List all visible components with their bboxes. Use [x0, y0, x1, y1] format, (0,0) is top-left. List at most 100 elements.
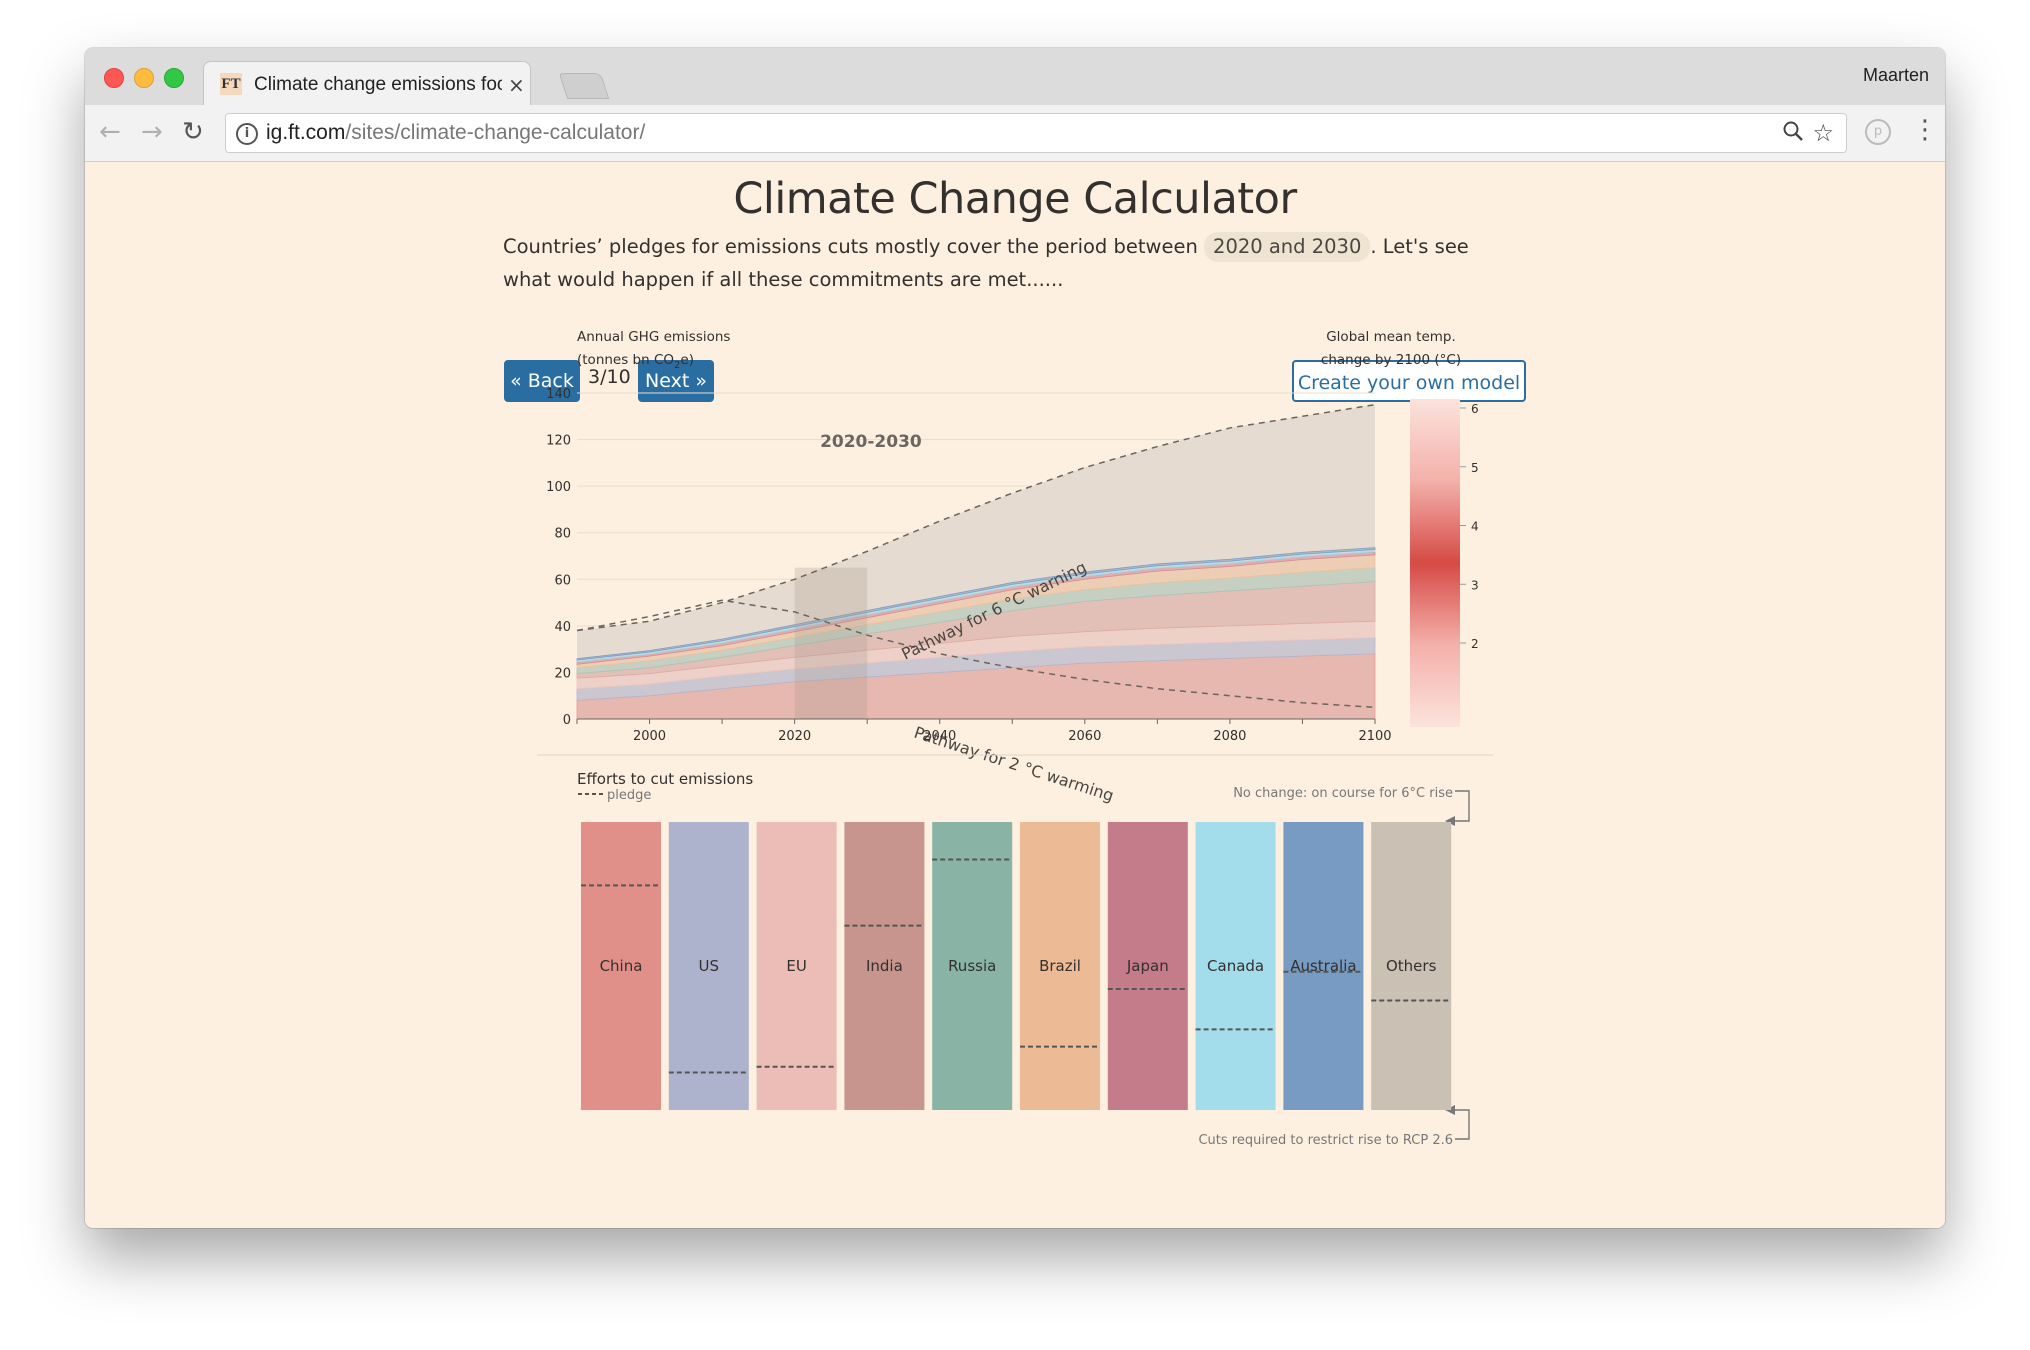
colorbar-tick-label: 2	[1471, 637, 1479, 651]
next-button[interactable]: Next »	[638, 360, 714, 402]
effort-column-eu[interactable]: EU	[756, 822, 837, 1110]
step-counter: 3/10	[588, 366, 631, 388]
new-tab-button[interactable]	[558, 73, 610, 99]
y-tick-label: 20	[554, 666, 571, 681]
pledge-legend-label: pledge	[607, 788, 651, 803]
effort-column-brazil[interactable]: Brazil	[1020, 822, 1100, 1110]
x-tick-label: 2000	[633, 729, 666, 744]
area-chart: Annual GHG emissions (tonnes bn CO2e) 0 20 4…	[546, 329, 1391, 805]
url-host: ig.ft.com	[266, 121, 346, 144]
zoom-icon[interactable]	[1782, 120, 1804, 148]
effort-bar-label: Russia	[948, 957, 996, 975]
info-icon[interactable]: i	[236, 123, 258, 145]
x-tick-label: 2080	[1213, 729, 1246, 744]
effort-bar[interactable]	[581, 822, 661, 1110]
y-tick-label: 40	[554, 620, 571, 635]
close-window-button[interactable]	[104, 68, 124, 88]
colorbar-rect	[1410, 399, 1460, 727]
effort-bar[interactable]	[1371, 822, 1452, 1110]
y-tick-label: 80	[554, 527, 571, 542]
pathway-6c-line	[576, 403, 1376, 632]
emissions-chart: Annual GHG emissions (tonnes bn CO2e) 0 20 4…	[537, 329, 1493, 1148]
effort-bar[interactable]	[1107, 822, 1188, 1110]
effort-column-china[interactable]: China	[581, 822, 661, 1110]
y-axis-unit: (tonnes bn CO2e)	[577, 352, 694, 371]
y-tick-label: 100	[546, 480, 571, 495]
ft-favicon-icon: FT	[220, 73, 242, 95]
colorbar-tick-label: 6	[1471, 402, 1479, 416]
back-arrow-icon[interactable]: ←	[99, 117, 121, 147]
browser-window: FT Climate change emissions foot × Maart…	[85, 48, 1945, 1228]
period-chip[interactable]: 2020 and 2030	[1204, 232, 1371, 262]
colorbar-tick-label: 4	[1471, 520, 1479, 534]
x-tick-label: 2100	[1358, 729, 1391, 744]
tab-title: Climate change emissions foot	[254, 74, 502, 95]
tab-bar: FT Climate change emissions foot × Maart…	[85, 48, 1945, 107]
highlight-band	[794, 567, 868, 719]
colorbar-tick-label: 5	[1471, 461, 1479, 475]
top-bracket	[1453, 790, 1470, 822]
effort-column-canada[interactable]: Canada	[1195, 822, 1276, 1110]
y-tick-label: 60	[554, 573, 571, 588]
back-button[interactable]: « Back	[504, 360, 580, 402]
effort-bar-label: US	[699, 957, 720, 975]
effort-column-others[interactable]: Others	[1371, 822, 1452, 1110]
address-bar[interactable]: i ig.ft.com/sites/climate-change-calcula…	[225, 113, 1847, 153]
effort-bar-label: Japan	[1126, 957, 1169, 975]
top-reference-label: No change: on course for 6°C rise	[1233, 786, 1453, 801]
colorbar-title: Global mean temp.	[1326, 329, 1456, 345]
page-title: Climate Change Calculator	[733, 174, 1297, 224]
effort-bar[interactable]	[844, 822, 925, 1110]
create-own-model-button[interactable]: Create your own model	[1292, 360, 1526, 402]
url-path: /sites/climate-change-calculator/	[345, 121, 646, 144]
effort-bar[interactable]	[1195, 822, 1276, 1110]
effort-bar[interactable]	[1283, 822, 1364, 1110]
effort-bar-label: EU	[786, 957, 806, 975]
tab-close-icon[interactable]: ×	[508, 73, 525, 97]
effort-bar-label: Others	[1386, 957, 1437, 975]
effort-bar[interactable]	[1020, 822, 1100, 1110]
effort-column-us[interactable]: US	[668, 822, 749, 1110]
menu-icon[interactable]: ⋮	[1912, 115, 1938, 145]
effort-bar-label: Australia	[1290, 957, 1356, 975]
effort-bar-label: Canada	[1207, 957, 1264, 975]
effort-bar[interactable]	[668, 822, 749, 1110]
pathway-2c-line	[576, 599, 1376, 709]
intro-after: . Let's see what would happen if all the…	[503, 235, 1469, 291]
effort-column-india[interactable]: India	[844, 822, 925, 1110]
y-tick-label: 140	[546, 387, 571, 402]
page-content: Climate Change Calculator Countries’ ple…	[85, 162, 1945, 1228]
effort-bar-label: Brazil	[1039, 957, 1081, 975]
effort-bar-label: India	[866, 957, 903, 975]
extension-icon[interactable]: p	[1865, 119, 1891, 145]
y-tick-label: 0	[563, 713, 571, 728]
intro-text: Countries’ pledges for emissions cuts mo…	[503, 230, 1503, 296]
y-axis-label: Annual GHG emissions	[577, 329, 730, 345]
reload-icon[interactable]: ↻	[182, 117, 204, 147]
url-text[interactable]: ig.ft.com/sites/climate-change-calculato…	[266, 121, 645, 145]
x-tick-label: 2020	[778, 729, 811, 744]
profile-name[interactable]: Maarten	[1862, 65, 1929, 85]
effort-bar[interactable]	[756, 822, 837, 1110]
temperature-colorbar: Global mean temp. change by 2100 (°C) 6 5 4 3…	[1321, 329, 1479, 727]
colorbar-subtitle: change by 2100 (°C)	[1321, 352, 1461, 368]
top-arrow-icon	[1445, 816, 1455, 826]
browser-toolbar: ← → ↻ i ig.ft.com/sites/climate-change-c…	[85, 105, 1945, 162]
star-icon[interactable]: ☆	[1812, 119, 1834, 147]
colorbar-tick-label: 3	[1471, 578, 1479, 592]
bottom-reference-label: Cuts required to restrict rise to RCP 2.…	[1198, 1133, 1453, 1148]
bottom-bracket	[1453, 1109, 1470, 1140]
intro-before: Countries’ pledges for emissions cuts mo…	[503, 235, 1205, 258]
forward-arrow-icon[interactable]: →	[141, 117, 163, 147]
effort-column-russia[interactable]: Russia	[932, 822, 1013, 1110]
minimize-window-button[interactable]	[134, 68, 154, 88]
x-tick-label: 2060	[1068, 729, 1101, 744]
browser-tab[interactable]: FT Climate change emissions foot ×	[203, 61, 531, 107]
highlight-label: 2020-2030	[820, 432, 922, 452]
effort-column-australia[interactable]: Australia	[1283, 822, 1364, 1110]
effort-bar[interactable]	[932, 822, 1013, 1110]
effort-bar-label: China	[600, 957, 643, 975]
maximize-window-button[interactable]	[164, 68, 184, 88]
efforts-title: Efforts to cut emissions	[577, 770, 753, 788]
effort-column-japan[interactable]: Japan	[1107, 822, 1188, 1110]
